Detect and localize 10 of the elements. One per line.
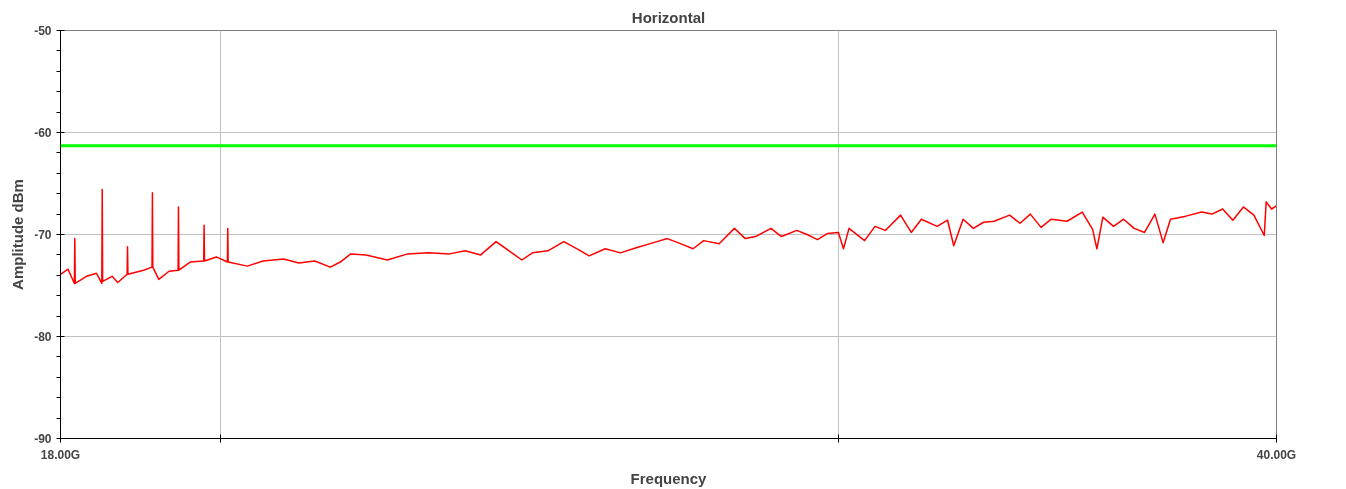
chart-title: Horizontal xyxy=(631,8,706,26)
x-axis-title: Frequency xyxy=(630,469,708,487)
x-tick-label: 40.00G xyxy=(1256,447,1297,462)
x-tick-label: 18.00G xyxy=(40,447,81,462)
y-tick-label: -70 xyxy=(34,228,52,242)
y-tick-label: -90 xyxy=(34,432,52,446)
y-tick-label: -60 xyxy=(34,126,52,140)
y-tick-label: -50 xyxy=(34,24,52,38)
y-axis-title: Amplitude dBm xyxy=(9,179,27,290)
y-tick-label: -80 xyxy=(34,330,52,344)
